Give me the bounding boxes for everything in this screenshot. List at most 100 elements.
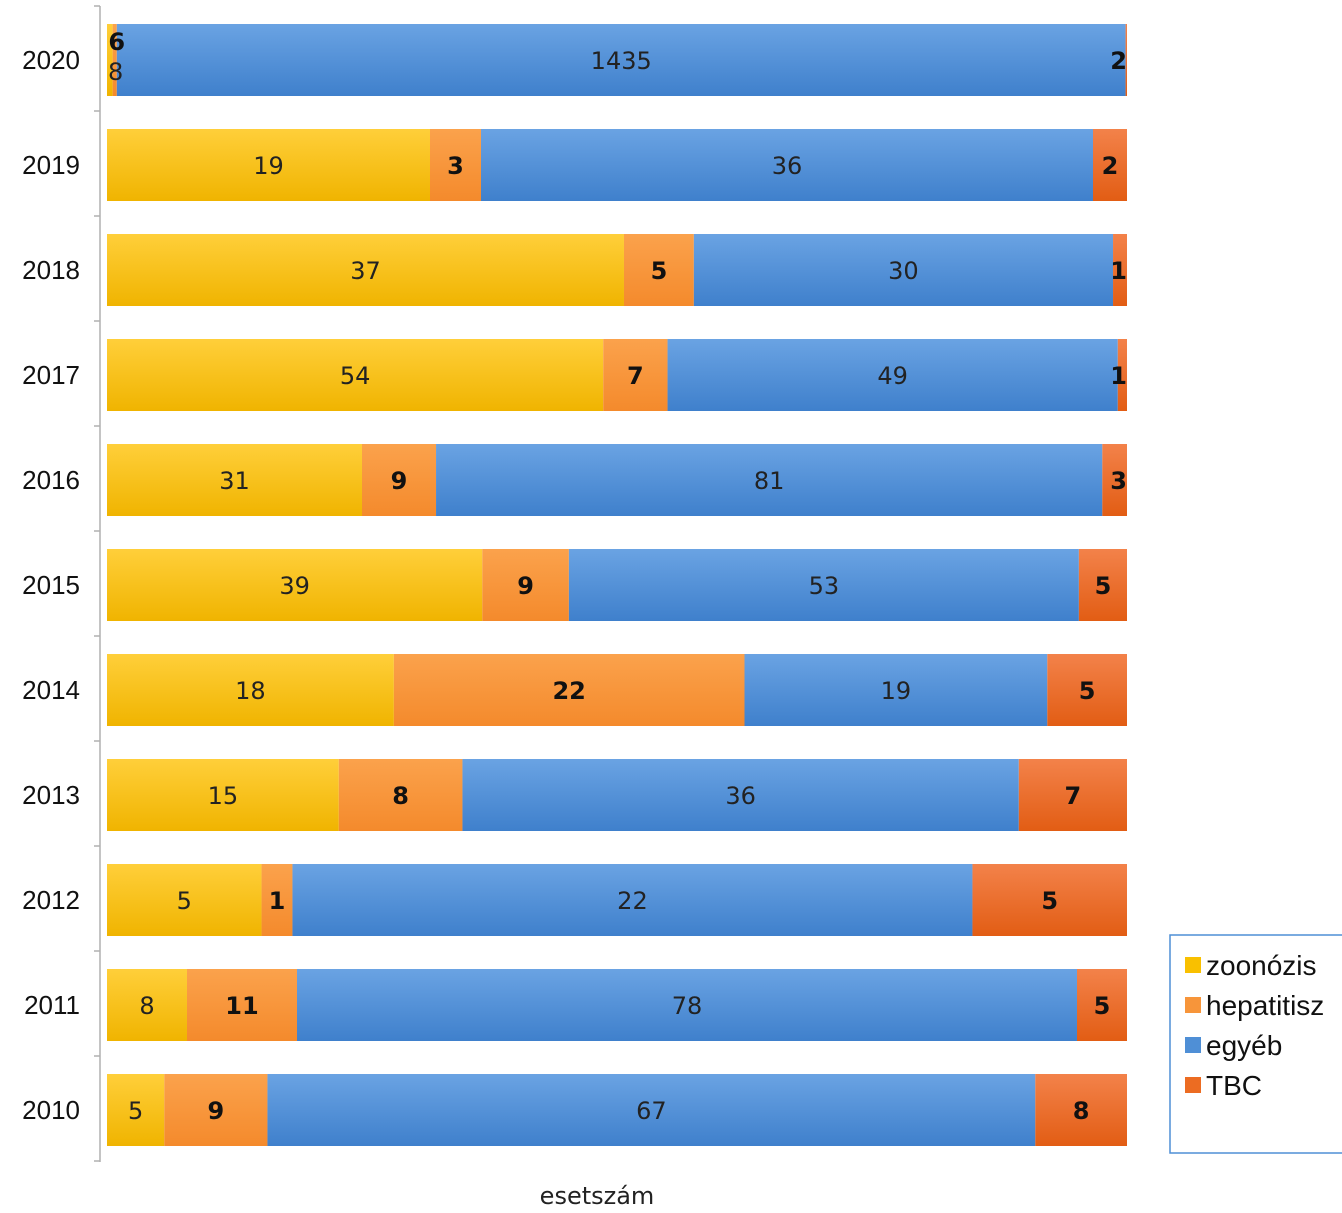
bar-segment-zoonózis	[107, 654, 394, 726]
data-label-zoonózis: 18	[235, 677, 266, 705]
bar-segment-TBC	[972, 864, 1127, 936]
bar-segment-zoonózis	[107, 24, 113, 96]
data-label-egyéb: 1435	[591, 47, 652, 75]
data-label-hepatitisz: 8	[392, 782, 409, 810]
bar-segment-zoonózis	[107, 129, 430, 201]
legend-label: TBC	[1206, 1070, 1262, 1101]
data-label-zoonózis: 39	[279, 572, 310, 600]
data-label-hepatitisz: 9	[208, 1097, 225, 1125]
bar-segment-egyéb	[744, 654, 1048, 726]
y-axis-ticks	[94, 5, 100, 1162]
data-label-hepatitisz: 3	[447, 152, 464, 180]
data-label-hepatitisz: 9	[517, 572, 534, 600]
bar-segment-TBC	[1047, 654, 1127, 726]
data-label-TBC: 5	[1079, 677, 1096, 705]
legend-swatch	[1185, 957, 1201, 973]
category-label: 2011	[24, 990, 80, 1020]
bar-segment-zoonózis	[107, 864, 262, 936]
bar-segment-egyéb	[462, 759, 1019, 831]
bar-segment-egyéb	[667, 339, 1118, 411]
bar-segment-TBC	[1102, 444, 1127, 516]
legend-label: egyéb	[1206, 1030, 1282, 1061]
bar-segment-zoonózis	[107, 759, 339, 831]
data-label-TBC: 8	[1073, 1097, 1090, 1125]
category-label: 2020	[22, 45, 80, 75]
data-label-egyéb: 49	[877, 362, 908, 390]
data-label-egyéb: 36	[772, 152, 803, 180]
category-label: 2014	[22, 675, 80, 705]
legend-label: zoonózis	[1206, 950, 1317, 981]
bar-segment-hepatitisz	[430, 129, 481, 201]
legend: zoonózis hepatitisz egyéb TBC	[1169, 934, 1342, 1154]
data-label-egyéb: 81	[754, 467, 785, 495]
bar-segment-TBC	[1117, 339, 1127, 411]
bar-segment-egyéb	[436, 444, 1103, 516]
category-label: 2012	[22, 885, 80, 915]
x-axis-title: esetszám	[540, 1182, 655, 1210]
data-label-TBC: 7	[1065, 782, 1082, 810]
bar-segment-egyéb	[568, 549, 1079, 621]
bar-segment-hepatitisz	[112, 24, 117, 96]
legend-label: hepatitisz	[1206, 990, 1324, 1021]
data-label-hepatitisz: 5	[651, 257, 668, 285]
bar-segment-egyéb	[267, 1074, 1036, 1146]
bar-segment-egyéb	[116, 24, 1126, 96]
category-label: 2019	[22, 150, 80, 180]
category-label: 2017	[22, 360, 80, 390]
data-label-zoonózis: 8	[139, 992, 154, 1020]
category-label: 2010	[22, 1095, 80, 1125]
bar-segment-TBC	[1018, 759, 1127, 831]
bar-segment-egyéb	[297, 969, 1077, 1041]
data-label-egyéb: 36	[725, 782, 756, 810]
bar-segment-hepatitisz	[362, 444, 437, 516]
bar-segment-egyéb	[481, 129, 1093, 201]
data-label-zoonózis: 54	[340, 362, 371, 390]
category-label: 2016	[22, 465, 80, 495]
data-label-TBC: 1	[1110, 257, 1127, 285]
data-label-zoonózis: 37	[350, 257, 381, 285]
data-label-TBC: 2	[1110, 47, 1127, 75]
bar-segment-zoonózis	[107, 339, 604, 411]
data-label-hepatitisz: 9	[391, 467, 408, 495]
data-label-egyéb: 53	[809, 572, 840, 600]
data-label-egyéb: 19	[881, 677, 912, 705]
bars-group	[107, 24, 1127, 1146]
bar-segment-TBC	[1035, 1074, 1127, 1146]
data-label-TBC: 5	[1094, 992, 1111, 1020]
bar-segment-zoonózis	[107, 969, 187, 1041]
data-label-TBC: 2	[1102, 152, 1119, 180]
data-label-TBC: 5	[1095, 572, 1112, 600]
legend-swatch	[1185, 1077, 1201, 1093]
bar-segment-zoonózis	[107, 444, 362, 516]
bar-segment-zoonózis	[107, 234, 624, 306]
data-label-TBC: 5	[1041, 887, 1058, 915]
data-label-zoonózis: 5	[177, 887, 192, 915]
bar-segment-zoonózis	[107, 1074, 165, 1146]
data-label-egyéb: 22	[617, 887, 648, 915]
bar-segment-egyéb	[292, 864, 973, 936]
data-label-zoonózis: 5	[128, 1097, 143, 1125]
bar-segment-TBC	[1077, 969, 1127, 1041]
data-label-hepatitisz: 7	[627, 362, 644, 390]
bar-segment-zoonózis	[107, 549, 483, 621]
data-label-zoonózis: 8	[108, 58, 123, 86]
category-label: 2013	[22, 780, 80, 810]
data-label-hepatitisz: 22	[552, 677, 585, 705]
category-label: 2018	[22, 255, 80, 285]
bar-segment-hepatitisz	[482, 549, 569, 621]
bar-segment-hepatitisz	[164, 1074, 268, 1146]
data-label-egyéb: 30	[888, 257, 919, 285]
data-label-hepatitisz: 11	[225, 992, 258, 1020]
data-label-zoonózis: 31	[219, 467, 250, 495]
category-label: 2015	[22, 570, 80, 600]
legend-swatch	[1185, 1037, 1201, 1053]
data-label-hepatitisz: 1	[269, 887, 286, 915]
y-axis-labels: 2020 2019 2018 2017 2016 2015 2014 2013 2012 2011…	[22, 45, 80, 1125]
data-label-hepatitisz: 6	[108, 28, 125, 56]
data-label-zoonózis: 19	[253, 152, 284, 180]
bar-segment-egyéb	[693, 234, 1114, 306]
bar-segment-hepatitisz	[623, 234, 694, 306]
bar-segment-hepatitisz	[393, 654, 745, 726]
